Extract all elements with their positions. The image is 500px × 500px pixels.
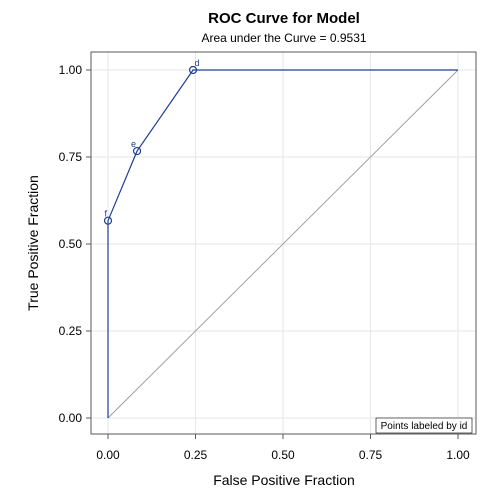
roc-point-label: d (195, 58, 200, 68)
y-axis-ticks: 0.00 0.25 0.50 0.75 1.00 (59, 63, 91, 425)
y-tick-label: 0.25 (59, 324, 83, 338)
roc-curve-line (107, 69, 458, 418)
x-tick-label: 0.75 (359, 448, 383, 462)
y-tick-label: 0.75 (59, 150, 83, 164)
roc-point-marker (188, 65, 198, 75)
y-tick-label: 1.00 (59, 63, 83, 77)
y-tick-label: 0.50 (59, 237, 83, 251)
x-tick-label: 0.50 (271, 448, 295, 462)
y-axis-label: True Positive Fraction (25, 175, 41, 311)
legend-text: Points labeled by id (381, 421, 468, 432)
y-tick-label: 0.00 (59, 411, 83, 425)
roc-point-marker (132, 146, 142, 156)
x-tick-label: 1.00 (446, 448, 470, 462)
chart-title: ROC Curve for Model (208, 10, 360, 27)
roc-point-marker (103, 216, 113, 225)
roc-point-label: f (104, 209, 107, 219)
roc-point-label: e (131, 139, 136, 149)
reference-diagonal (107, 69, 459, 419)
x-axis-label: False Positive Fraction (213, 472, 355, 488)
legend-box (375, 417, 473, 434)
x-tick-label: 0.25 (184, 448, 208, 462)
legend-note: Points labeled by id (375, 417, 473, 434)
chart-subtitle: Area under the Curve = 0.9531 (201, 31, 366, 45)
x-tick-label: 0.00 (96, 448, 120, 462)
roc-markers: f e d (103, 58, 200, 225)
x-axis-ticks: 0.00 0.25 0.50 0.75 1.00 (96, 434, 470, 462)
